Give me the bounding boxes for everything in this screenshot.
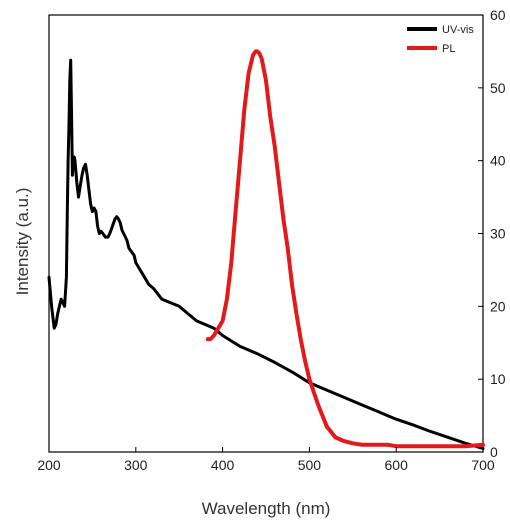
- y2-tick-label: 10: [490, 371, 506, 387]
- y2-tick-label: 50: [490, 80, 506, 96]
- x-tick-label: 200: [37, 457, 61, 473]
- legend-label: UV-vis: [442, 24, 474, 36]
- y2-tick-label: 0: [490, 444, 498, 460]
- x-tick-label: 600: [385, 457, 409, 473]
- plot-area: 200 300 400 500 600 700 0 10 20 30 40 50 60: [37, 7, 505, 473]
- y2-tick-label: 60: [490, 7, 506, 23]
- y-axis-label: Intensity (a.u.): [13, 188, 32, 296]
- x-axis-ticks: 200 300 400 500 600 700: [37, 447, 495, 473]
- series-layer: [47, 49, 485, 450]
- x-tick-label: 400: [211, 457, 235, 473]
- y2-tick-label: 40: [490, 153, 506, 169]
- legend-label: PL: [442, 43, 455, 55]
- x-tick-label: 700: [471, 457, 495, 473]
- y2-tick-label: 30: [490, 226, 506, 242]
- x-tick-label: 300: [124, 457, 148, 473]
- series-line-pl: [205, 49, 485, 449]
- y2-tick-label: 20: [490, 298, 506, 314]
- series-line-uv-vis: [47, 58, 485, 450]
- x-tick-label: 500: [298, 457, 322, 473]
- right-y-axis-ticks: 0 10 20 30 40 50 60: [478, 7, 506, 460]
- x-axis-label: Wavelength (nm): [202, 499, 331, 518]
- legend: UV-vis PL: [407, 24, 474, 55]
